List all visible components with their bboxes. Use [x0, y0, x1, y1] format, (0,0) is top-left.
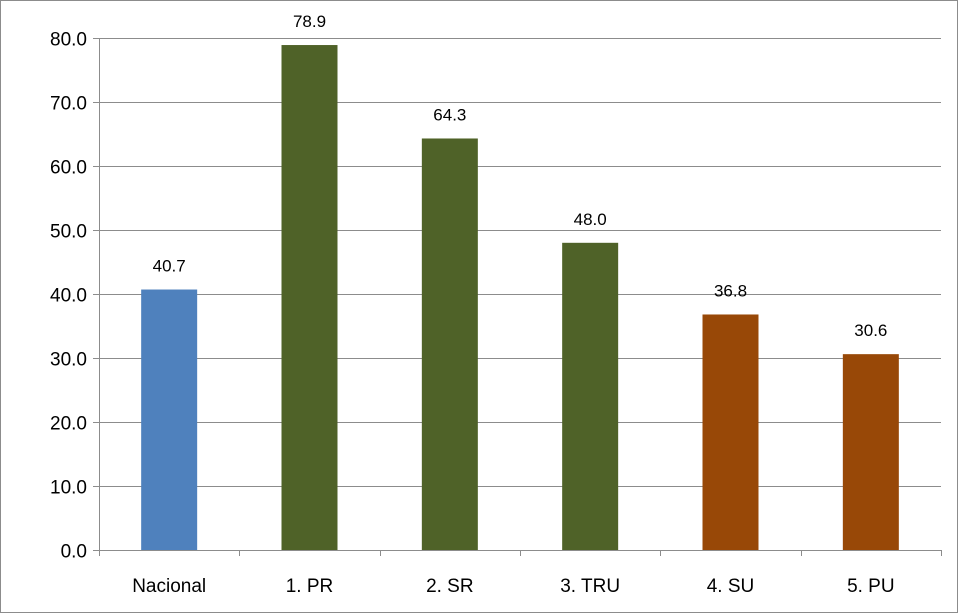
data-labels: 40.7 78.9 64.3 48.0 36.8 30.6 [153, 12, 888, 340]
data-label: 48.0 [574, 210, 607, 229]
y-tick-label: 10.0 [50, 478, 87, 499]
y-tick-labels: 0.0 10.0 20.0 30.0 40.0 50.0 60.0 70.0 80.0 [50, 30, 87, 563]
data-label: 78.9 [293, 12, 326, 31]
axes [93, 38, 942, 556]
x-tick-label: 2. SR [426, 576, 474, 597]
bar [703, 314, 759, 550]
x-tick-label: 3. TRU [560, 576, 620, 597]
data-label: 64.3 [433, 105, 466, 124]
y-tick-label: 50.0 [50, 222, 87, 243]
x-tick-label: Nacional [132, 576, 206, 597]
x-tick-label: 4. SU [707, 576, 755, 597]
data-label: 30.6 [854, 321, 887, 340]
bar [562, 243, 618, 550]
y-tick-label: 20.0 [50, 414, 87, 435]
x-tick-labels: Nacional 1. PR 2. SR 3. TRU 4. SU 5. PU [132, 576, 894, 597]
data-label: 36.8 [714, 281, 747, 300]
y-tick-label: 80.0 [50, 30, 87, 51]
bar [282, 45, 338, 550]
x-tick-label: 1. PR [286, 576, 334, 597]
y-tick-label: 0.0 [61, 542, 87, 563]
bars [141, 45, 899, 550]
data-label: 40.7 [153, 257, 186, 276]
y-tick-label: 60.0 [50, 158, 87, 179]
bar [843, 354, 899, 550]
bar [422, 138, 478, 550]
gridlines [99, 39, 941, 487]
bar [141, 290, 197, 550]
y-tick-label: 70.0 [50, 94, 87, 115]
x-tick-label: 5. PU [847, 576, 895, 597]
y-tick-label: 40.0 [50, 286, 87, 307]
y-tick-label: 30.0 [50, 350, 87, 371]
